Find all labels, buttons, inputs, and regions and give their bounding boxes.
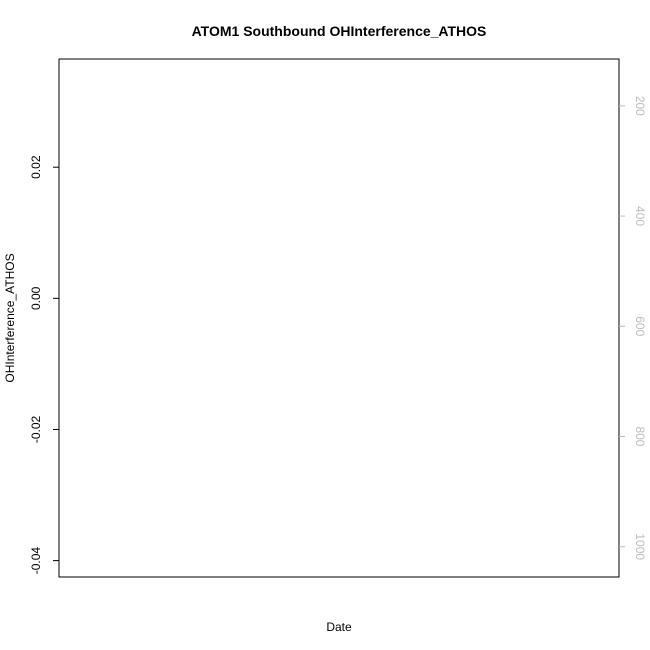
axes: Aug 01Aug 03Aug 05Aug 07Aug 09Aug 11Aug … [29, 96, 647, 575]
x-axis-label: Date [326, 620, 352, 634]
right-tick-label-0: 200 [633, 96, 647, 116]
y-tick-label-1: -0.02 [29, 415, 43, 443]
y-tick-label-0: -0.04 [29, 547, 43, 575]
right-tick-label-2: 600 [633, 316, 647, 336]
right-tick-label-4: 1000 [633, 533, 647, 560]
y-axis-label: OHInterference_ATHOS [3, 253, 17, 382]
right-tick-label-1: 400 [633, 206, 647, 226]
chart-title: ATOM1 Southbound OHInterference_ATHOS [192, 23, 487, 39]
right-tick-label-3: 800 [633, 426, 647, 446]
y-tick-label-3: 0.02 [29, 155, 43, 179]
y-tick-label-2: 0.00 [29, 286, 43, 310]
plot-frame [58, 58, 620, 578]
